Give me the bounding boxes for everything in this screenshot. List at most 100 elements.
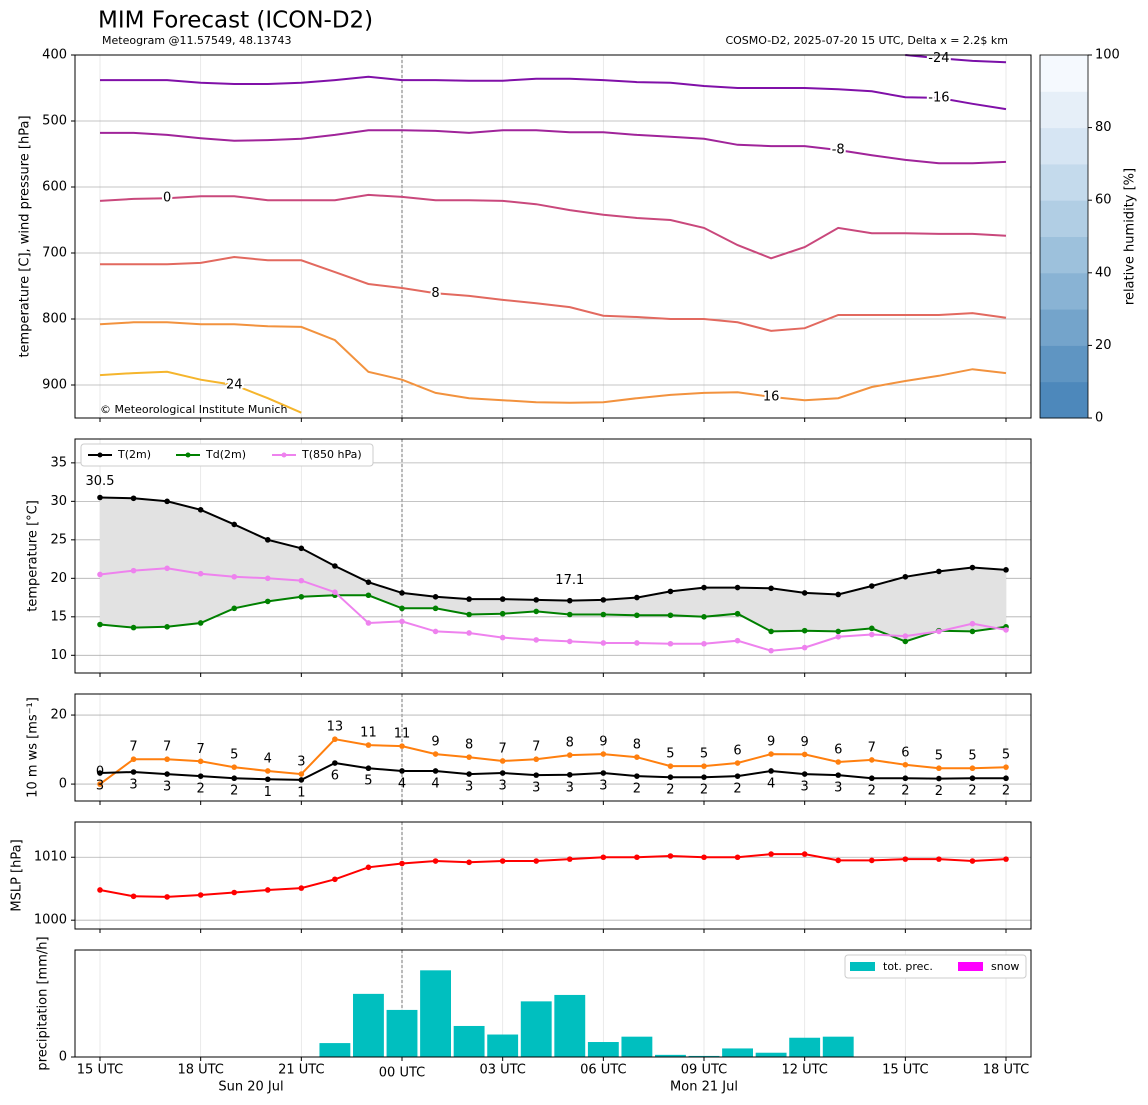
series-point	[667, 853, 674, 859]
bar	[453, 1025, 485, 1057]
series-point	[298, 577, 305, 584]
series-point	[164, 565, 170, 572]
series-point	[533, 756, 540, 763]
series-point	[600, 854, 607, 861]
series-point	[835, 591, 842, 598]
value-label: 3	[96, 779, 104, 794]
y-axis-label: 10 m ws [ms⁻¹]	[26, 697, 41, 798]
colorbar-tick-label: 40	[1095, 265, 1112, 280]
series-point	[164, 624, 170, 630]
colorbar-label: relative humidity [%]	[1123, 168, 1138, 305]
series-point	[634, 640, 640, 646]
series-line	[99, 594, 1007, 643]
series-point	[130, 756, 137, 763]
series-point	[365, 864, 372, 871]
isotherm-line	[99, 370, 302, 414]
series-point	[936, 856, 942, 862]
legend-marker	[185, 452, 191, 458]
value-label: 3	[599, 779, 607, 794]
value-label: 13	[327, 720, 344, 735]
colorbar-band	[1040, 345, 1088, 383]
series-point	[801, 751, 808, 758]
subtitle-right: COSMO-D2, 2025-07-20 15 UTC, Delta x = 2…	[725, 34, 1008, 47]
series-point	[399, 618, 405, 625]
series-point	[365, 579, 372, 585]
chart-title: MIM Forecast (ICON-D2)	[98, 8, 373, 34]
value-label: 9	[767, 735, 775, 750]
plot-frame	[74, 438, 1032, 674]
bar	[386, 1009, 418, 1057]
series-point	[466, 630, 472, 636]
bar	[353, 993, 384, 1057]
value-label: 7	[129, 740, 137, 755]
value-label: 6	[834, 742, 842, 757]
series-point	[97, 571, 103, 578]
series-point	[566, 752, 573, 758]
value-label: 3	[129, 778, 137, 793]
series-point	[231, 775, 238, 782]
series-point	[466, 596, 472, 602]
series-point	[130, 624, 137, 631]
series-point	[197, 507, 204, 513]
value-label: 2	[901, 784, 909, 799]
plot-frame	[74, 821, 1032, 930]
series-point	[969, 858, 976, 864]
value-label: 3	[532, 781, 540, 796]
colorbar-band	[1040, 309, 1088, 346]
y-tick-label: 400	[42, 48, 67, 63]
legend-label: T(850 hPa)	[301, 448, 362, 461]
x-tick-label: 12 UTC	[781, 1063, 827, 1078]
series-point	[667, 612, 674, 619]
series-point	[499, 758, 506, 764]
plot-frame	[74, 54, 1032, 419]
series-point	[835, 772, 842, 778]
series-point	[499, 634, 506, 641]
value-label: 2	[197, 782, 205, 797]
series-point	[634, 612, 640, 619]
series-point	[432, 605, 439, 612]
series-line	[99, 567, 1007, 652]
series-point	[332, 876, 338, 883]
value-label: 2	[733, 782, 741, 797]
series-line	[99, 761, 1006, 781]
series-point	[902, 633, 909, 639]
value-label: 8	[465, 738, 473, 753]
colorbar-band	[1040, 272, 1088, 310]
series-point	[197, 570, 204, 577]
colorbar-tick-label: 100	[1095, 48, 1120, 63]
y-tick-label: 35	[50, 455, 67, 470]
series-point	[264, 768, 271, 774]
y-tick-label: 20	[50, 708, 67, 723]
series-point	[835, 634, 842, 640]
series-point	[130, 567, 137, 574]
x-tick-label: 15 UTC	[77, 1063, 123, 1078]
series-point	[1003, 567, 1009, 573]
series-point	[868, 583, 875, 589]
series-point	[936, 765, 942, 772]
y-tick-label: 10	[50, 648, 67, 663]
value-label: 5	[700, 747, 708, 762]
y-tick-label: 0	[59, 1050, 67, 1065]
value-label: 9	[801, 735, 809, 750]
credit: © Meteorological Institute Munich	[100, 403, 287, 416]
series-point	[969, 620, 976, 627]
series-point	[701, 774, 707, 780]
legend-label: tot. prec.	[883, 960, 933, 973]
isotherm-line	[100, 129, 1007, 165]
isotherm-line	[905, 54, 1007, 64]
series-point	[399, 768, 405, 774]
series-point	[902, 775, 909, 782]
y-tick-label: 900	[42, 378, 67, 393]
series-line	[99, 738, 1007, 785]
series-point	[801, 851, 808, 857]
series-point	[936, 775, 942, 782]
legend-label: Td(2m)	[205, 448, 246, 461]
isotherm-label: -16	[928, 90, 949, 105]
colorbar-band	[1040, 381, 1088, 419]
x-tick-label: 18 UTC	[983, 1063, 1029, 1078]
series-point	[566, 771, 573, 778]
series-point	[298, 593, 305, 600]
subtitle-left: Meteogram @11.57549, 48.13743	[102, 34, 292, 47]
value-label: 3	[163, 780, 171, 795]
series-point	[499, 858, 506, 864]
